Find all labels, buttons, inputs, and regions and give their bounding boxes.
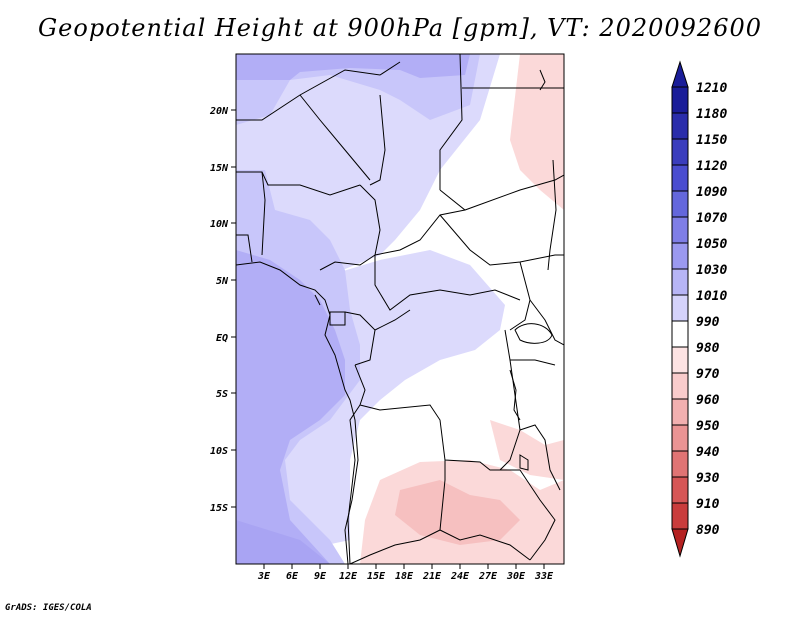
- lakes: [314, 294, 553, 471]
- colorbar-label: 930: [696, 471, 720, 486]
- lon-label-27e: 27E: [478, 571, 498, 582]
- country-borders: [236, 54, 564, 564]
- colorbar-label: 890: [696, 523, 720, 538]
- lat-labels: 20N 15N 10N 5N EQ 5S 10S 15S: [209, 106, 229, 514]
- colorbar-cell: [671, 86, 689, 114]
- colorbar-cell: [671, 476, 689, 504]
- colorbar-cell: [671, 372, 689, 400]
- colorbar-label: 950: [696, 419, 720, 434]
- colorbar-cell: [671, 450, 689, 478]
- colorbar-label: 1120: [696, 159, 727, 174]
- lon-labels: 3E 6E 9E 12E 15E 18E 21E 24E 27E 30E 33E: [257, 571, 554, 582]
- map-title: Geopotential Height at 900hPa [gpm], VT:…: [38, 14, 762, 42]
- colorbar-cell: [671, 216, 689, 244]
- colorbar-label: 910: [696, 497, 720, 512]
- lon-label-12e: 12E: [339, 571, 358, 582]
- lon-label-33e: 33E: [534, 571, 554, 582]
- lon-label-3e: 3E: [257, 571, 271, 582]
- colorbar-label: 1180: [696, 107, 727, 122]
- credit-text: GrADS: IGES/COLA: [5, 603, 92, 613]
- colorbar-cell: [671, 424, 689, 452]
- lat-label-15n: 15N: [210, 163, 229, 174]
- colorbar-label: 1030: [696, 263, 727, 278]
- colorbar-cell: [671, 502, 689, 530]
- lat-label-15s: 15S: [210, 503, 228, 514]
- lon-label-6e: 6E: [286, 571, 299, 582]
- coastline: [236, 69, 557, 564]
- colorbar-cell: [671, 268, 689, 296]
- colorbar: 1210 1180 1150 1120 1090 1070 1050 1030 …: [671, 60, 727, 558]
- colorbar-cell: [671, 398, 689, 426]
- colorbar-label: 1210: [696, 81, 727, 96]
- colorbar-label: 1050: [696, 237, 727, 252]
- colorbar-label: 1070: [696, 211, 727, 226]
- lat-label-5n: 5N: [216, 276, 229, 287]
- lon-label-15e: 15E: [367, 571, 386, 582]
- colorbar-cell: [671, 346, 689, 374]
- lon-label-18e: 18E: [395, 571, 414, 582]
- colorbar-cell: [671, 320, 689, 348]
- lat-label-10s: 10S: [210, 446, 228, 457]
- lon-label-9e: 9E: [314, 571, 327, 582]
- height-field: [236, 54, 564, 564]
- lat-label-20n: 20N: [209, 106, 229, 117]
- colorbar-top-arrow: [671, 60, 689, 88]
- colorbar-label: 960: [696, 393, 720, 408]
- colorbar-cell: [671, 242, 689, 270]
- colorbar-label: 1150: [696, 133, 727, 148]
- lon-label-30e: 30E: [506, 571, 526, 582]
- lat-label-eq: EQ: [216, 333, 228, 344]
- colorbar-cell: [671, 138, 689, 166]
- colorbar-cell: [671, 190, 689, 218]
- colorbar-label: 940: [696, 445, 720, 460]
- map-frame: [235, 53, 565, 565]
- lat-label-5s: 5S: [216, 389, 228, 400]
- lat-ticks: [231, 109, 236, 508]
- lon-label-24e: 24E: [450, 571, 470, 582]
- colorbar-bottom-arrow: [671, 528, 689, 558]
- lon-ticks: [263, 564, 545, 569]
- colorbar-label: 1010: [696, 289, 727, 304]
- colorbar-label: 970: [696, 367, 720, 382]
- colorbar-cell: [671, 294, 689, 322]
- colorbar-label: 980: [696, 341, 720, 356]
- lat-label-10n: 10N: [210, 219, 229, 230]
- colorbar-cell: [671, 164, 689, 192]
- colorbar-label: 1090: [696, 185, 727, 200]
- lon-label-21e: 21E: [422, 571, 442, 582]
- colorbar-label: 990: [696, 315, 720, 330]
- colorbar-cell: [671, 112, 689, 140]
